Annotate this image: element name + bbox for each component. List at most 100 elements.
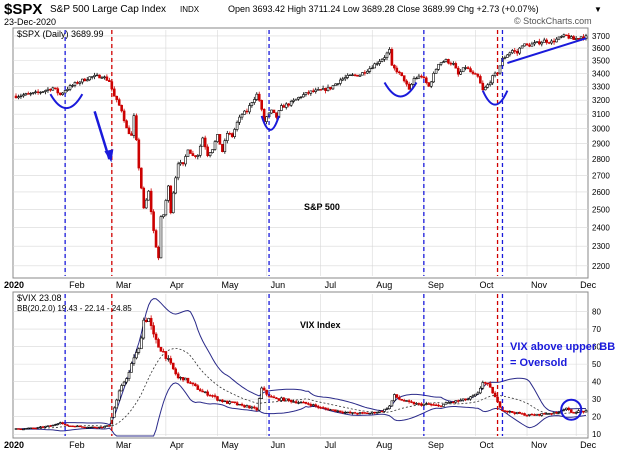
candle-body xyxy=(73,425,77,428)
candle-body xyxy=(307,92,310,94)
x-tick-label: Aug xyxy=(376,280,392,290)
candle-body xyxy=(326,408,330,411)
candle-body xyxy=(211,149,214,153)
candle-body xyxy=(383,57,386,60)
candle-body xyxy=(280,397,283,401)
candle-body xyxy=(191,153,195,156)
candle-body xyxy=(550,413,553,415)
candle-body xyxy=(366,71,369,74)
candle-body xyxy=(459,71,462,75)
candle-body xyxy=(368,68,372,72)
candle-body xyxy=(415,403,418,405)
candle-body xyxy=(88,426,92,429)
candle-body xyxy=(125,120,128,129)
candle-body xyxy=(115,95,119,100)
x-tick-label: Oct xyxy=(479,440,494,450)
candle-body xyxy=(547,42,551,44)
candle-body xyxy=(329,86,332,90)
candle-body xyxy=(378,61,381,64)
candle-body xyxy=(545,413,548,415)
candle-body xyxy=(373,411,377,414)
candle-body xyxy=(410,401,413,403)
candle-body xyxy=(442,61,445,63)
price-legend: $SPX (Daily) 3689.99 xyxy=(17,29,104,39)
candle-body xyxy=(132,357,136,364)
candle-body xyxy=(179,377,182,379)
candle-body xyxy=(307,403,310,405)
candle-body xyxy=(76,82,79,84)
candle-body xyxy=(262,387,266,391)
candle-body xyxy=(167,185,170,201)
candle-body xyxy=(523,413,526,416)
candle-body xyxy=(471,395,475,398)
bb-legend: BB(20,2.0) 19.43 - 22.14 - 24.85 xyxy=(17,304,132,313)
candle-body xyxy=(24,93,28,96)
candle-body xyxy=(81,426,84,428)
candle-body xyxy=(147,318,150,323)
candle-body xyxy=(447,402,450,404)
y-tick-label: 3700 xyxy=(592,32,610,41)
candle-body xyxy=(245,110,249,113)
candle-body xyxy=(186,149,190,157)
candle-body xyxy=(459,399,462,402)
candle-body xyxy=(257,93,261,101)
index-name: S&P 500 Large Cap Index xyxy=(50,4,166,15)
candle-body xyxy=(245,405,249,408)
candle-body xyxy=(405,400,408,402)
cup-marker xyxy=(260,115,280,131)
candle-body xyxy=(164,200,168,216)
candle-body xyxy=(314,404,318,407)
price-panel: 2200 2300 2400 2500 2600 2700 2800 2900 3000 3100… xyxy=(12,27,610,279)
candle-body xyxy=(58,92,62,95)
candle-body xyxy=(469,68,472,73)
candle-body xyxy=(434,404,438,406)
candle-body xyxy=(68,85,72,90)
candle-body xyxy=(319,407,322,409)
candle-body xyxy=(248,105,251,113)
candle-body xyxy=(483,382,487,384)
vix-legend: $VIX 23.08 xyxy=(17,293,62,303)
candle-body xyxy=(103,76,106,79)
candle-body xyxy=(108,80,111,82)
candle-body xyxy=(483,86,487,91)
price-x-axis: 2020 Feb Mar Apr May Jun Jul Aug Sep Oct Nov Dec xyxy=(4,280,597,290)
candle-body xyxy=(341,411,345,414)
exchange-label: INDX xyxy=(180,5,200,14)
candle-body xyxy=(535,413,539,416)
candle-body xyxy=(297,97,300,100)
candle-body xyxy=(19,95,23,98)
candle-body xyxy=(125,378,128,383)
candle-body xyxy=(375,63,379,65)
candle-body xyxy=(383,408,386,412)
y-tick-label: 3500 xyxy=(592,57,610,66)
candle-body xyxy=(36,427,40,429)
candle-body xyxy=(429,81,433,87)
candle-body xyxy=(316,89,320,91)
candle-body xyxy=(437,404,440,407)
candle-body xyxy=(557,411,561,414)
candle-body xyxy=(169,185,173,214)
candle-body xyxy=(439,62,443,65)
candle-body xyxy=(112,88,116,97)
candle-body xyxy=(454,63,458,69)
x-tick-label: May xyxy=(221,440,239,450)
candle-body xyxy=(486,84,490,88)
collapse-icon[interactable]: ▼ xyxy=(594,5,602,14)
candle-body xyxy=(538,41,541,45)
candle-body xyxy=(356,413,359,415)
chart-date: 23-Dec-2020 xyxy=(4,17,56,27)
candle-body xyxy=(449,401,453,404)
candle-body xyxy=(255,93,259,100)
candle-body xyxy=(294,98,298,101)
candle-body xyxy=(228,401,232,404)
candle-body xyxy=(56,88,60,94)
trend-line xyxy=(507,37,587,64)
candle-body xyxy=(299,96,303,98)
candle-body xyxy=(140,337,143,350)
candle-body xyxy=(491,75,494,84)
candle-body xyxy=(287,103,291,106)
candle-body xyxy=(203,391,207,393)
candle-body xyxy=(334,409,337,412)
candle-body xyxy=(260,100,263,110)
candle-body xyxy=(346,411,349,414)
